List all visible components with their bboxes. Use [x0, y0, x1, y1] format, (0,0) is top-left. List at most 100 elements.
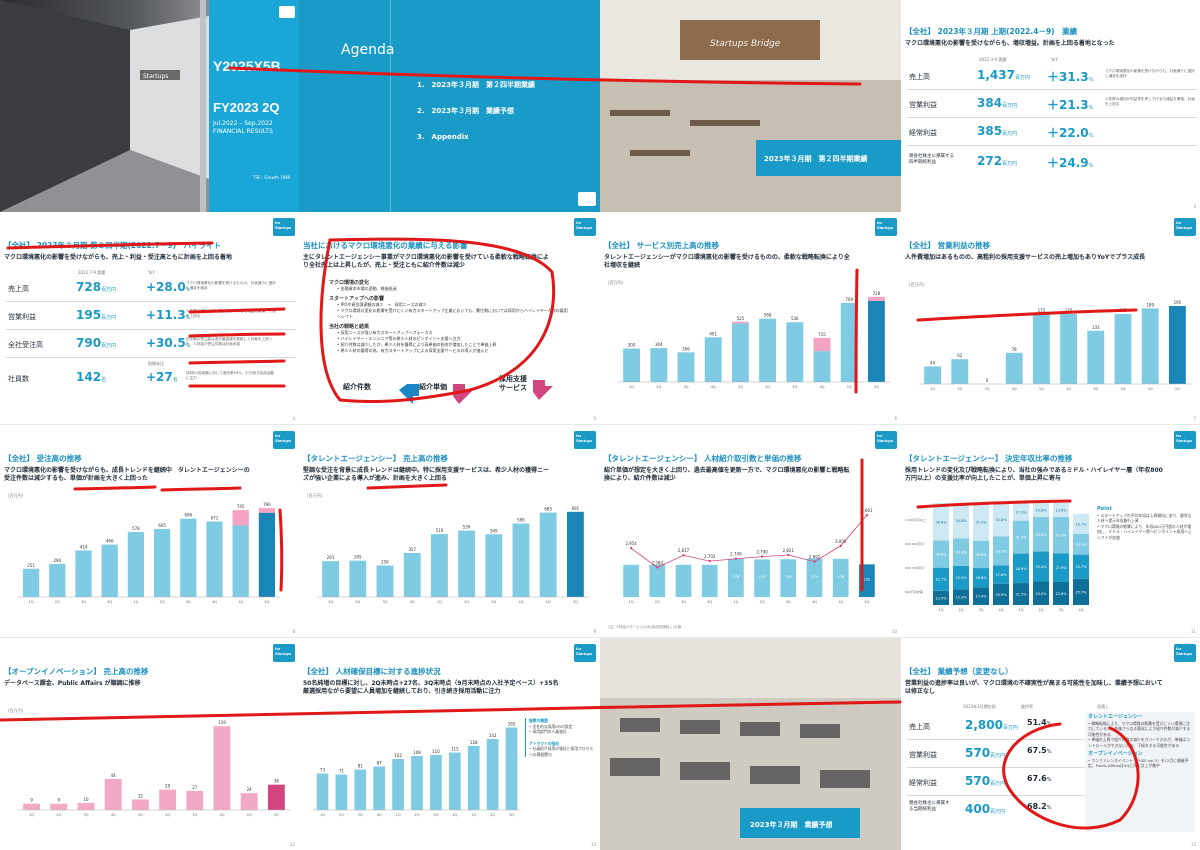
line-point [760, 555, 764, 558]
slide-title: 【全社】 2023年３月期 第２四半期(2022.7－9) ハイライト [4, 241, 221, 250]
chart-unit: (百万円) [307, 493, 323, 498]
data-label: 23.0% [1035, 592, 1047, 596]
data-label: 110 [432, 749, 440, 754]
tick-label: 3Q [433, 813, 438, 817]
chart-bar [953, 565, 969, 590]
data-label: 509 [490, 528, 498, 533]
startups-logo: for Startups [875, 218, 897, 236]
slide-subtitle: 紹介単価が想定を大きく上回り、過去最高値を更新一方で、マクロ環境悪化の影響と戦略… [604, 467, 850, 482]
chart-bar [101, 544, 118, 597]
tick-label: 4Q [212, 600, 217, 604]
data-label: 539 [463, 525, 471, 530]
slide-title: 【全社】 業績予想（変更なし） [905, 667, 1013, 676]
chart-bar [267, 784, 285, 810]
chart-bar [786, 322, 804, 382]
slide-h1-results[interactable]: 【全社】 2023年３月期 上期(2022.4－9) 業績 マクロ環境悪化の影響… [901, 0, 1200, 212]
page-number: 7 [1193, 416, 1196, 421]
slide-orders[interactable]: for Startups 【全社】 受注高の推移 マクロ環境悪化の影響を受けながら… [0, 425, 299, 637]
chart-bar [127, 531, 145, 597]
data-label: 27.9% [1055, 566, 1067, 570]
data-label: 2,954 [625, 541, 637, 546]
data-label: 102 [394, 753, 402, 758]
data-label: 13.8% [1035, 509, 1047, 513]
tick-label: 1Q [930, 387, 935, 391]
page-number: 3 [1193, 204, 1196, 209]
slide-title: 【全社】 受注高の推移 [4, 454, 82, 463]
headcount-chart: 73 1Q 71 2Q 81 3Q 87 4Q 102 1Q 108 2Q 110 3Q 115 4Q 128 1… [313, 722, 521, 817]
startups-logo: for Startups [1174, 644, 1196, 662]
slide-revenue-by-service[interactable]: for Startups 【全社】 サービス別売上高の推移 タレントエージェンシー… [600, 212, 901, 424]
data-label: 152 [864, 578, 871, 582]
slide-office-photo-3[interactable]: 2023年３月期 業績予想 [600, 638, 901, 850]
oi-revenue-chart: 9 1Q 9 2Q 10 3Q 44 4Q 15 1Q 29 2Q 27 3Q 119 4Q 24 1Q 36 2Q [18, 720, 290, 817]
page-number: 8 [292, 629, 295, 634]
data-label: 17.3% [1015, 510, 1027, 514]
trend-arrows [399, 380, 553, 404]
col-header: 2022.4-9 実績 [979, 57, 1007, 62]
slide-oi-revenue[interactable]: for Startups 【オープンイノベーション】 売上高の推移 データベース課… [0, 638, 299, 850]
tick-label: 1Q [396, 813, 401, 817]
slide-salary-ratio[interactable]: for Startups 【タレントエージェンシー】 決定年収比率の推移 採用トレ… [901, 425, 1200, 637]
slide-operating-profit[interactable]: for Startups 【全社】 営業利益の推移 人件費増加はあるものの、高粗利… [901, 212, 1200, 424]
slide-agenda[interactable]: Agenda 1. 2023年３月期 第２四半期業績 2. 2023年３月期 業… [299, 0, 600, 212]
slide-macro-impact[interactable]: for Startups 当社におけるマクロ環境悪化の業績に与える影響 主にタレン… [299, 212, 600, 424]
tick-label: 1Q [328, 600, 333, 604]
measures-box: 施策の概要 • 全社的な採用KPIの設定 • 採用部門の人員強化 アトラクトの強… [525, 718, 595, 757]
data-label: 32.3% [1015, 536, 1027, 540]
line-point [787, 553, 790, 557]
slide-referrals-unit-price[interactable]: for Startups 【タレントエージェンシー】 人材紹介取引数と単価の推移 … [600, 425, 901, 637]
data-label: 2,817 [678, 548, 690, 553]
y-axis-label: 1,000万円以上 [905, 517, 926, 522]
agenda-left-band [299, 0, 391, 212]
tick-label: 1Q [733, 600, 738, 604]
data-label: 10 [83, 797, 89, 802]
slide-title: 【全社】 営業利益の推移 [905, 241, 991, 250]
data-label: 32.8% [995, 518, 1007, 522]
referrals-chart: 2,954 1Q 2,580 2Q 2,817 3Q 2,702 4Q 178 2,749 1Q 17… [623, 508, 875, 604]
chart-bar [953, 589, 969, 605]
data-label: 44 [930, 360, 936, 365]
chart-bar [1073, 533, 1089, 555]
tick-label: 2Q [160, 600, 165, 604]
tick-label: 3Q [383, 600, 388, 604]
cover-title-top: Y2025X5B [213, 58, 281, 74]
tick-label: 2Q [274, 813, 279, 817]
data-label: 27 [192, 785, 198, 790]
line-point [629, 547, 633, 550]
line-point [865, 513, 869, 517]
arrow-up-icon [453, 384, 473, 404]
slide-title: 【タレントエージェンシー】 売上高の推移 [303, 454, 448, 463]
chart-bar [728, 558, 744, 597]
chart-bar [973, 568, 989, 588]
tick-label: 3Q [979, 608, 984, 612]
tick-label: 2Q [55, 600, 60, 604]
data-label: 21.5% [1015, 593, 1027, 597]
slide-title: 【タレントエージェンシー】 人材紹介取引数と単価の推移 [604, 454, 802, 463]
chart-bar [153, 528, 171, 597]
chart-bar [731, 323, 749, 382]
tick-label: 3Q [1059, 608, 1064, 612]
slide-forecast[interactable]: for Startups 【全社】 業績予想（変更なし） 営業利益の進捗率は良いが… [901, 638, 1200, 850]
chart-bar [23, 803, 41, 810]
chart-bar [485, 534, 503, 597]
col-header: 前期末比 [148, 361, 164, 366]
data-label: 175 [1119, 308, 1127, 313]
tick-label: 3Q [186, 600, 191, 604]
slide-ta-revenue[interactable]: for Startups 【タレントエージェンシー】 売上高の推移 堅調な受注を背… [299, 425, 600, 637]
slide-headcount[interactable]: for Startups 【全社】 人材確保目標に対する進捗状況 50名純増の目標… [299, 638, 600, 850]
startups-logo: for Startups [875, 431, 897, 449]
data-label: 36.8% [935, 520, 947, 524]
y-axis-label: 800-999万円 [905, 542, 924, 546]
agenda-item-3[interactable]: 3. Appendix [417, 133, 469, 141]
data-label: 256 [381, 559, 389, 564]
chart-bar [159, 789, 177, 810]
tick-label: 1Q [629, 600, 634, 604]
slide-q2-highlight[interactable]: for Startups 【全社】 2023年３月期 第２四半期(2022.7－9… [0, 212, 299, 424]
tick-label: 3Q [358, 813, 363, 817]
line-point [682, 554, 685, 557]
slide-cover-panel[interactable]: Y2025X5B FY2023 2Q Jul.2022 – Sep.2022 F… [209, 0, 299, 212]
agenda-item-1[interactable]: 1. 2023年３月期 第２四半期業績 [417, 81, 536, 89]
agenda-item-2[interactable]: 2. 2023年３月期 業績予想 [417, 107, 515, 115]
slide-office-photo-2[interactable]: Startups Bridge 2023年３月期 第２四半期業績 [600, 0, 901, 212]
chart-bar [458, 530, 476, 597]
